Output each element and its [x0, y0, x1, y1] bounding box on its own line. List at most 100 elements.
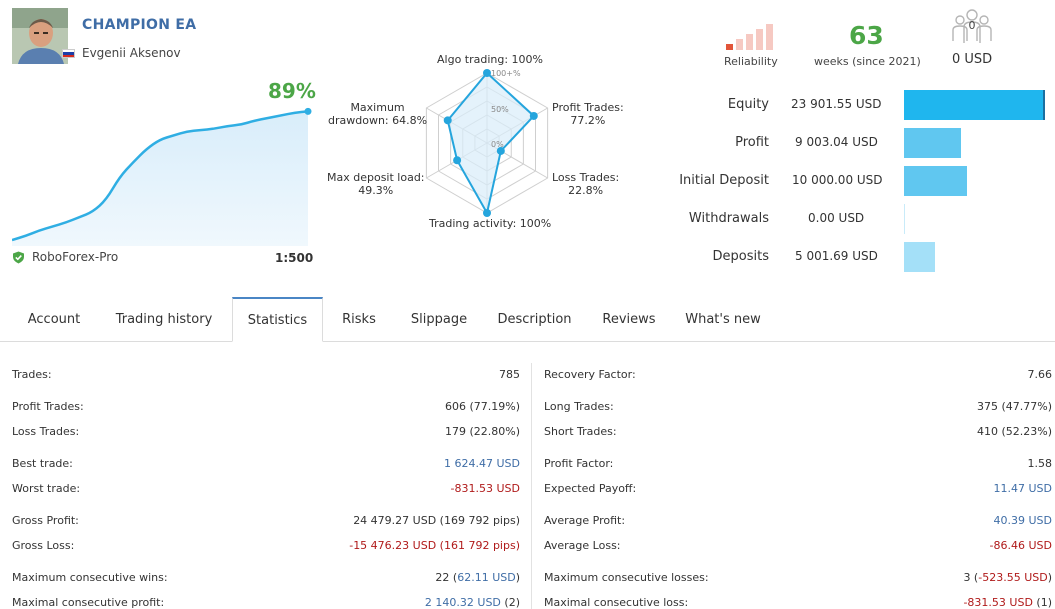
- stat-value: -86.46 USD: [990, 538, 1052, 554]
- stat-value: 24 479.27 USD (169 792 pips): [353, 513, 520, 529]
- radar-scale-100: 100+%: [491, 69, 521, 78]
- stat-value: 2 140.32 USD (2): [425, 595, 520, 609]
- tab-slippage[interactable]: Slippage: [410, 312, 468, 327]
- signal-title[interactable]: CHAMPION EA: [82, 17, 197, 33]
- stat-value-part: 22 (: [435, 571, 458, 584]
- radar-scale-50: 50%: [491, 105, 509, 114]
- radar-label-loss-value: 22.8%: [568, 184, 604, 197]
- deposits-label: Deposits: [712, 249, 769, 264]
- subscription-price: 0 USD: [952, 52, 993, 67]
- stat-value-text: 179 (22.80%): [444, 425, 520, 438]
- radar-label-deposit-load-value: 49.3%: [358, 184, 394, 197]
- radar-chart: 100+% 50% 0% Algo trading: 100% Profit T…: [320, 50, 665, 235]
- subscribers-count: 0: [968, 19, 976, 32]
- equity-value: 23 901.55 USD: [791, 97, 882, 111]
- radar-label-drawdown: Maximum drawdown: 64.8%: [328, 101, 427, 127]
- stat-label: Maximum consecutive wins:: [12, 571, 168, 584]
- stat-row: Trades: 785: [12, 367, 520, 383]
- tab-whats-new[interactable]: What's new: [685, 312, 761, 327]
- growth-chart: [12, 107, 312, 246]
- stat-value-part: 2 140.32 USD: [424, 596, 501, 609]
- stat-value: 3 (-523.55 USD): [963, 570, 1052, 586]
- stat-row: Profit Trades: 606 (77.19%): [12, 399, 520, 415]
- tab-account[interactable]: Account: [27, 312, 81, 327]
- growth-area: [12, 111, 308, 246]
- radar-point: [496, 146, 505, 155]
- withdrawals-label: Withdrawals: [688, 211, 769, 226]
- stat-value: 1 624.47 USD: [444, 456, 520, 472]
- radar-points: [443, 69, 538, 217]
- radar-label-deposit-load-title: Max deposit load:: [327, 171, 425, 184]
- stat-label: Maximum consecutive losses:: [544, 571, 709, 584]
- stat-row: Maximal consecutive profit: 2 140.32 USD …: [12, 595, 520, 609]
- stat-value-text: -86.46 USD: [989, 539, 1052, 552]
- author-avatar[interactable]: [12, 8, 68, 64]
- broker-name[interactable]: RoboForex-Pro: [32, 250, 119, 264]
- stat-label: Gross Loss:: [12, 539, 75, 552]
- stat-value: 606 (77.19%): [445, 399, 520, 415]
- tab-trading-history[interactable]: Trading history: [115, 312, 213, 327]
- radar-point: [453, 156, 462, 165]
- radar-label-profit-value: 77.2%: [570, 114, 606, 127]
- radar-point: [483, 69, 491, 77]
- stat-value-text: 606 (77.19%): [444, 400, 520, 413]
- stat-label: Expected Payoff:: [544, 482, 637, 495]
- tab-bar: Account Trading history Statistics Risks…: [0, 297, 1055, 342]
- reliability-bar: [756, 29, 763, 50]
- stat-label: Worst trade:: [12, 482, 81, 495]
- growth-line: [12, 110, 309, 242]
- stat-value: 40.39 USD: [994, 513, 1053, 529]
- stat-value-text: 410 (52.23%): [976, 425, 1052, 438]
- reliability-bar: [766, 24, 773, 50]
- stat-row: Expected Payoff: 11.47 USD: [544, 481, 1052, 497]
- stat-label: Gross Profit:: [12, 514, 79, 527]
- radar-label-profit-title: Profit Trades:: [552, 101, 624, 114]
- stat-row: Maximal consecutive loss: -831.53 USD (1): [544, 595, 1052, 609]
- stat-row: Average Profit: 40.39 USD: [544, 513, 1052, 529]
- stat-value: 179 (22.80%): [445, 424, 520, 440]
- tab-statistics[interactable]: Statistics: [232, 297, 323, 342]
- stat-label: Maximal consecutive loss:: [544, 596, 689, 609]
- stat-row: Loss Trades: 179 (22.80%): [12, 424, 520, 440]
- radar-label-deposit-load: Max deposit load: 49.3%: [327, 171, 425, 197]
- stat-value-part: (1): [1032, 596, 1052, 609]
- deposits-bar: [904, 242, 935, 272]
- stat-value: 1.58: [1028, 456, 1053, 472]
- stat-value: 11.47 USD: [994, 481, 1053, 497]
- russia-flag-icon: [62, 49, 75, 58]
- stat-label: Profit Trades:: [12, 400, 84, 413]
- tab-reviews[interactable]: Reviews: [602, 312, 656, 327]
- stat-value-part: -523.55 USD: [978, 571, 1048, 584]
- stat-value-text: 1 624.47 USD: [444, 457, 520, 470]
- stat-value-part: ): [1047, 571, 1052, 584]
- radar-label-loss: Loss Trades: 22.8%: [552, 171, 619, 197]
- reliability-bars-icon: [726, 24, 773, 50]
- reliability-label: Reliability: [724, 55, 778, 68]
- stat-value-text: 7.66: [1027, 368, 1053, 381]
- flag-stripe-blue: [63, 52, 74, 55]
- tab-risks[interactable]: Risks: [342, 312, 376, 327]
- stat-value: -831.53 USD: [451, 481, 520, 497]
- equity-label: Equity: [727, 97, 769, 112]
- radar-label-profit: Profit Trades: 77.2%: [552, 101, 624, 127]
- leverage: 1:500: [275, 251, 314, 265]
- stat-label: Recovery Factor:: [544, 368, 636, 381]
- initial-deposit-bar: [904, 166, 967, 196]
- tab-description[interactable]: Description: [497, 312, 572, 327]
- radar-label-loss-title: Loss Trades:: [552, 171, 620, 184]
- stat-label: Short Trades:: [544, 425, 617, 438]
- author-name[interactable]: Evgenii Aksenov: [82, 46, 181, 60]
- radar-label-algo: Algo trading: 100%: [437, 53, 544, 66]
- stat-value-text: 11.47 USD: [993, 482, 1053, 495]
- stat-value-text: 785: [499, 368, 520, 381]
- weeks-count: 63: [849, 21, 884, 50]
- stat-value: 7.66: [1028, 367, 1053, 383]
- stat-value-part: ): [515, 571, 520, 584]
- radar-label-activity: Trading activity: 100%: [429, 217, 552, 230]
- radar-point: [443, 116, 452, 125]
- radar-point: [483, 209, 491, 217]
- stat-value-part: -831.53 USD: [963, 596, 1033, 609]
- stat-value: 410 (52.23%): [977, 424, 1052, 440]
- growth-endpoint: [304, 107, 312, 115]
- equity-bar: [904, 90, 1045, 120]
